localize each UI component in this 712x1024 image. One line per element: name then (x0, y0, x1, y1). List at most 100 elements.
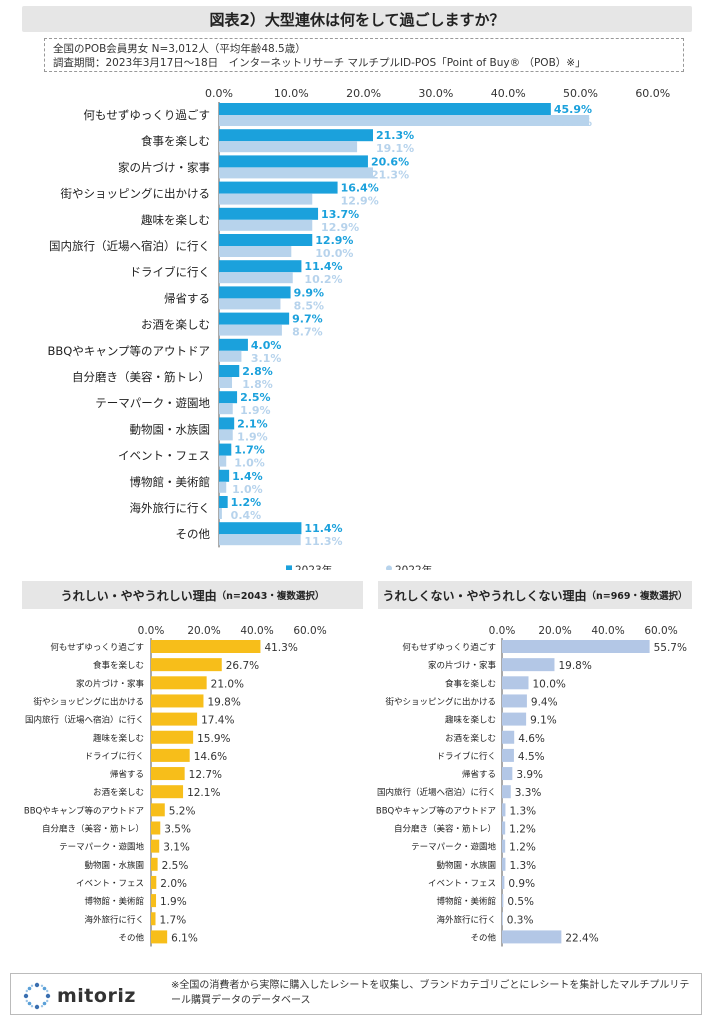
value-label-2023: 2.1% (237, 417, 268, 430)
value-label: 1.7% (160, 914, 187, 926)
category-label: 趣味を楽しむ (445, 715, 496, 726)
category-label: 自分磨き（美容・筋トレ） (42, 824, 144, 835)
bar (502, 930, 562, 944)
value-label: 12.1% (187, 787, 220, 799)
value-label-2023: 1.7% (234, 444, 265, 457)
bar (502, 839, 506, 853)
value-label: 9.4% (531, 696, 558, 708)
value-label-2023: 12.9% (315, 234, 353, 247)
category-label: その他 (176, 527, 211, 541)
x-tick-label: 20.0% (187, 625, 220, 637)
category-label: 家の片づけ・家事 (76, 678, 145, 689)
bar (151, 930, 168, 944)
happy-chart-title-note: （n=2043・複数選択） (216, 591, 325, 602)
value-label: 0.9% (508, 878, 535, 890)
value-label: 12.7% (189, 769, 222, 781)
bar (151, 658, 222, 672)
bar-2022 (219, 429, 233, 441)
value-label: 14.6% (194, 751, 227, 763)
category-label: 動物園・水族園 (84, 860, 144, 871)
value-label-2022: 8.7% (292, 326, 323, 339)
bar (151, 730, 194, 744)
bar (502, 640, 650, 653)
bar (151, 894, 157, 908)
bar (151, 712, 198, 726)
brand-name: mitoriz (57, 985, 136, 1007)
bar-2023 (219, 103, 551, 115)
value-label-2022: 11.3% (304, 535, 342, 548)
value-label: 3.9% (516, 769, 543, 781)
value-label-2023: 11.4% (304, 522, 342, 535)
value-label: 4.5% (518, 751, 545, 763)
category-label: ドライブに行く (130, 265, 211, 279)
bar-2022 (219, 115, 590, 126)
value-label-2022: 19.1% (376, 142, 414, 155)
category-label: その他 (470, 932, 496, 943)
bar-2022 (219, 455, 227, 467)
value-label-2023: 20.6% (371, 155, 409, 168)
x-tick-label: 60.0% (293, 625, 326, 637)
bar (151, 803, 165, 817)
category-label: 何もせずゆっくり過ごす (402, 642, 496, 653)
x-tick-label: 40.0% (491, 87, 526, 100)
x-tick-label: 60.0% (635, 87, 670, 100)
bar-2023 (219, 129, 373, 142)
category-label: 食事を楽しむ (141, 134, 210, 148)
bar (502, 658, 555, 672)
value-label-2022: 3.1% (251, 352, 282, 365)
bar-2022 (219, 403, 233, 415)
value-label: 4.6% (518, 733, 545, 745)
bar-2022 (219, 534, 301, 546)
category-label: 食事を楽しむ (93, 660, 144, 671)
survey-period: 調査期間：2023年3月17日～18日 インターネットリサーチ マルチプルID-… (53, 57, 586, 69)
category-label: 自分磨き（美容・筋トレ） (394, 824, 496, 835)
value-label: 10.0% (533, 678, 566, 690)
category-label: 何もせずゆっくり過ごす (83, 108, 210, 122)
category-label: その他 (118, 932, 144, 943)
value-label: 0.5% (507, 896, 534, 908)
value-label-2022: 1.0% (234, 457, 265, 470)
bar (151, 767, 185, 781)
bar (502, 912, 503, 926)
value-label: 6.1% (171, 932, 198, 944)
x-tick-label: 10.0% (274, 87, 309, 100)
value-label: 1.2% (509, 842, 536, 854)
bar-2022 (219, 377, 233, 388)
legend-swatch-2023 (286, 565, 292, 570)
bar (502, 748, 514, 762)
bar-2022 (219, 324, 282, 336)
bar (151, 676, 207, 690)
value-label-2022: 1.9% (240, 404, 271, 417)
value-label: 5.2% (169, 805, 196, 817)
category-label: イベント・フェス (118, 449, 210, 463)
bar (151, 839, 160, 853)
category-label: 博物館・美術館 (436, 896, 496, 907)
category-label: お酒を楽しむ (445, 733, 496, 744)
category-label: 動物園・水族園 (436, 860, 496, 871)
x-tick-label: 0.0% (489, 625, 516, 637)
value-label: 3.5% (164, 824, 191, 836)
category-label: 家の片づけ・家事 (428, 660, 497, 671)
value-label-2023: 11.4% (304, 260, 342, 273)
value-label: 1.9% (160, 896, 187, 908)
x-tick-label: 60.0% (644, 625, 677, 637)
value-label-2022: 1.8% (242, 378, 273, 391)
bar-2022 (219, 481, 227, 493)
bar-2022 (219, 350, 242, 362)
category-label: 帰省する (462, 769, 496, 780)
bar-2023 (219, 365, 240, 377)
chart-title: 図表2）大型連休は何をして過ごしますか？ (22, 6, 692, 32)
value-label-2023: 16.4% (341, 182, 379, 195)
value-label-2023: 2.5% (240, 391, 271, 404)
value-label-2023: 1.4% (232, 470, 263, 483)
bar (151, 785, 184, 799)
category-label: 国内旅行（近場へ宿泊）に行く (25, 715, 144, 726)
x-tick-label: 20.0% (346, 87, 381, 100)
bar-2022 (219, 272, 293, 284)
value-label: 41.3% (264, 642, 297, 654)
bar (502, 894, 504, 908)
bar-2022 (219, 219, 313, 231)
x-tick-label: 40.0% (591, 625, 624, 637)
bar (502, 875, 505, 889)
value-label-2022: 10.0% (315, 247, 353, 260)
